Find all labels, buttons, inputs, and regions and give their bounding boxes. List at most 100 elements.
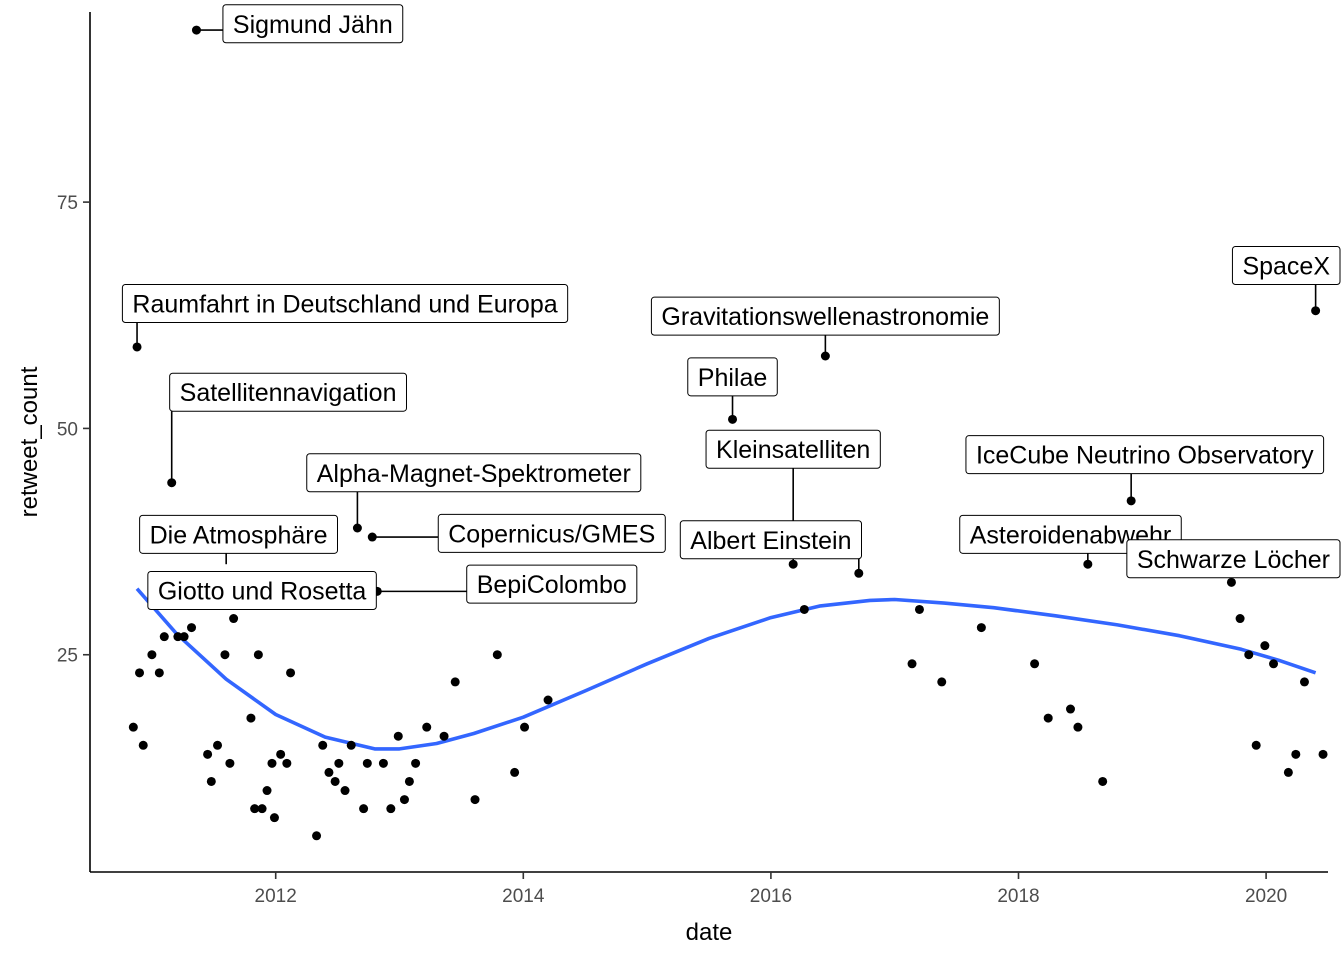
annotation-text: Satellitennavigation [180,379,397,407]
smooth-trend-line [135,587,1317,751]
data-point [312,831,322,841]
data-point [257,804,267,814]
data-point [399,795,409,805]
data-point [173,632,183,642]
annotation-box [306,453,642,493]
annotation-labels-layer: Sigmund Jähn Raumfahrt in Deutschland und… [121,4,1341,610]
y-axis-title: retweet_count [16,366,43,517]
data-point [450,677,460,687]
annotation-box [959,514,1182,554]
annotation-box [147,570,377,610]
annotation-label: Gravitationswellenastronomie [650,296,1000,336]
data-point [1283,767,1293,777]
data-point [246,713,256,723]
data-point [334,758,344,768]
data-point [799,604,809,614]
data-point [1073,722,1083,732]
data-point [1065,704,1075,714]
annotation-box [965,435,1325,475]
data-point [411,758,421,768]
annotation-box [1231,245,1341,285]
data-point [159,632,169,642]
annotation-text: Kleinsatelliten [716,436,870,464]
data-point [276,749,286,759]
annotation-text: SpaceX [1242,252,1330,280]
data-point [147,650,157,660]
annotation-box [1126,539,1341,579]
data-point [282,758,292,768]
data-point [220,650,230,660]
data-point [187,623,197,633]
annotation-text: Copernicus/GMES [448,520,655,548]
data-point [492,650,502,660]
annotation-label: Raumfahrt in Deutschland und Europa [121,283,569,323]
y-tick-label: 25 [57,646,78,667]
data-point [520,722,530,732]
annotation-label: Sigmund Jähn [222,4,404,44]
annotation-text: Giotto und Rosetta [158,577,367,605]
data-point [179,632,189,642]
data-point [318,740,328,750]
annotation-label: Philae [687,357,778,397]
data-point [1299,677,1309,687]
data-point [253,650,263,660]
points-layer [128,25,1328,841]
annotation-text: Schwarze Löcher [1137,546,1330,574]
annotation-box [222,4,404,44]
data-point [225,758,235,768]
data-point [359,804,369,814]
data-point [1098,776,1108,786]
y-tick-label: 50 [57,419,78,440]
data-point [213,740,223,750]
annotation-label: Giotto und Rosetta [147,570,377,610]
x-axis-title: date [686,919,733,946]
annotation-text: Raumfahrt in Deutschland und Europa [132,290,557,318]
data-point [229,614,239,624]
data-point [138,740,148,750]
data-point [914,604,924,614]
data-point [543,695,553,705]
annotation-box [121,283,569,323]
data-point [404,776,414,786]
data-point [1291,749,1301,759]
data-point [1269,659,1279,669]
smooth-line-layer [135,587,1317,751]
x-tick-label: 2016 [750,886,792,907]
data-point [362,758,372,768]
annotation-box [437,513,666,553]
data-point [154,668,164,678]
data-point [1318,749,1328,759]
annotation-box [169,372,407,412]
annotation-box [687,357,778,397]
x-tick-label: 2012 [255,886,297,907]
data-point [907,659,917,669]
data-point [340,786,350,796]
data-point [128,722,138,732]
annotation-box [679,520,863,560]
data-point [206,776,216,786]
data-point [346,740,356,750]
data-point [439,731,449,741]
annotation-box [705,429,881,469]
data-point [378,758,388,768]
data-point [470,795,480,805]
annotation-text: BepiColombo [477,571,627,599]
annotation-box [139,514,338,554]
data-point [1235,614,1245,624]
y-tick-label: 75 [57,193,78,214]
annotation-text: Alpha-Magnet-Spektrometer [317,460,631,488]
annotation-text: Albert Einstein [690,527,851,555]
x-tick-label: 2014 [502,886,545,907]
x-tick-label: 2018 [997,886,1039,907]
data-point [250,804,260,814]
data-point [386,804,396,814]
annotation-label: SpaceX [1231,245,1341,285]
data-point [135,668,145,678]
data-point [269,813,279,823]
data-point [393,731,403,741]
data-point [976,623,986,633]
annotation-box [650,296,1000,336]
annotation-text: Gravitationswellenastronomie [661,303,989,331]
ticks-layer: 2012 2014 2016 2018 2020 25 50 75 [57,193,1287,907]
